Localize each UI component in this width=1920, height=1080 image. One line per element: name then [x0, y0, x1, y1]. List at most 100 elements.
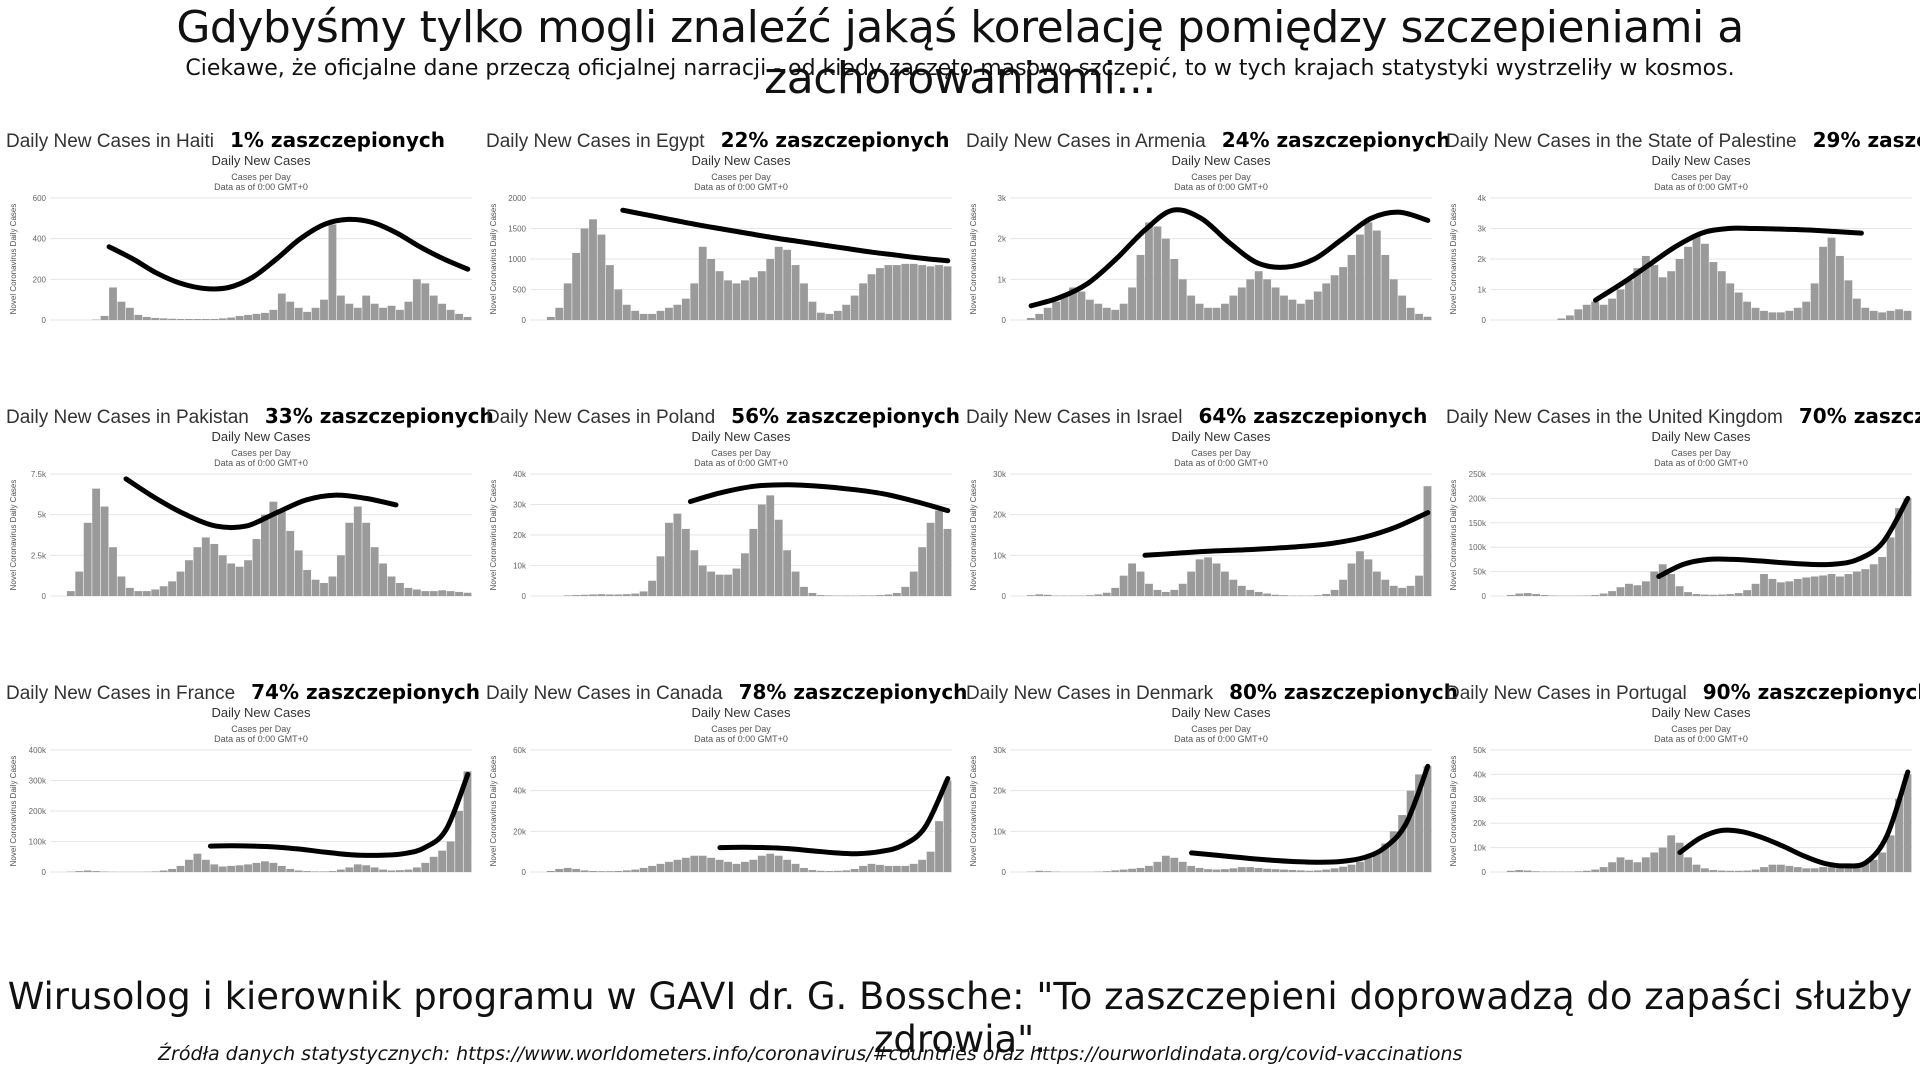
bar — [1372, 851, 1381, 872]
bar — [833, 310, 842, 320]
bar — [1136, 571, 1145, 596]
trend-line — [1593, 225, 1864, 303]
bar — [884, 594, 893, 596]
bar — [151, 871, 160, 872]
bar — [892, 865, 901, 872]
bar — [1263, 279, 1272, 320]
bar — [252, 539, 261, 596]
y-tick-label: 0 — [1002, 868, 1007, 877]
bar — [1565, 315, 1574, 320]
bar — [631, 310, 640, 320]
y-axis-label: Novel Coronavirus Daily Cases — [1449, 480, 1458, 591]
y-tick-label: 2000 — [508, 194, 526, 203]
bar — [859, 283, 867, 320]
bar — [396, 870, 404, 872]
bar — [1161, 855, 1170, 872]
bar — [1827, 574, 1836, 596]
bar — [387, 576, 396, 596]
bar — [1389, 831, 1398, 872]
bar — [311, 579, 320, 596]
y-tick-label: 1k — [1478, 286, 1487, 295]
bar — [732, 568, 741, 596]
bar — [421, 862, 430, 872]
bar — [1102, 307, 1111, 320]
bar — [303, 569, 312, 596]
bar — [1145, 222, 1153, 320]
bar — [1574, 871, 1583, 872]
bar — [1060, 295, 1069, 320]
y-tick-label: 0 — [1002, 316, 1007, 325]
bar — [201, 318, 210, 320]
bar — [1204, 869, 1212, 872]
bar — [446, 591, 455, 596]
bar — [1768, 578, 1777, 596]
chart-header: Daily New Cases in Egypt 22% zaszczepiony… — [486, 128, 949, 153]
bar — [1372, 230, 1381, 320]
trend-line — [1677, 769, 1911, 869]
bar — [1751, 869, 1760, 872]
bar — [1650, 265, 1659, 320]
chart-data-date: Data as of 0:00 GMT+0 — [1654, 182, 1748, 192]
y-tick-label: 30k — [993, 470, 1007, 479]
bar — [1178, 279, 1187, 320]
bar — [328, 871, 337, 872]
bar — [876, 595, 884, 596]
bar — [1271, 287, 1280, 320]
bar — [1280, 869, 1288, 872]
chart-country-label: Daily New Cases in France — [6, 683, 236, 704]
bar — [1085, 299, 1094, 320]
bar — [1625, 280, 1633, 320]
bar — [1625, 859, 1633, 872]
chart-data-date: Data as of 0:00 GMT+0 — [694, 458, 788, 468]
bar — [1364, 559, 1373, 596]
y-axis-label: Novel Coronavirus Daily Cases — [489, 204, 498, 315]
bar — [1810, 576, 1819, 596]
bar — [546, 316, 555, 320]
bar — [774, 246, 783, 320]
y-axis-label: Novel Coronavirus Daily Cases — [9, 756, 18, 867]
trend-line — [1028, 207, 1431, 309]
bar — [1254, 271, 1263, 320]
bar — [800, 867, 808, 872]
bar — [1204, 307, 1212, 320]
bar — [563, 867, 572, 872]
y-tick-label: 5k — [38, 511, 47, 520]
bar — [1793, 578, 1802, 596]
bar — [168, 318, 176, 320]
bar — [555, 868, 564, 872]
bar — [690, 855, 699, 872]
bar — [1802, 868, 1811, 872]
bar — [328, 224, 337, 320]
bar — [1582, 870, 1591, 872]
y-axis-label: Novel Coronavirus Daily Cases — [969, 204, 978, 315]
y-axis-label: Novel Coronavirus Daily Cases — [969, 756, 978, 867]
bar — [698, 246, 707, 320]
y-tick-label: 200k — [1469, 494, 1487, 503]
bar — [698, 565, 707, 596]
bar — [741, 553, 749, 596]
bar — [715, 859, 724, 872]
bar — [850, 868, 859, 872]
bar — [631, 593, 640, 596]
bar — [589, 870, 597, 872]
chart-data-date: Data as of 0:00 GMT+0 — [1654, 734, 1748, 744]
y-tick-label: 0 — [1002, 592, 1007, 601]
chart-data-date: Data as of 0:00 GMT+0 — [1174, 458, 1268, 468]
bar — [783, 550, 792, 596]
bar — [227, 563, 236, 596]
bar — [328, 576, 337, 596]
bar — [1280, 295, 1288, 320]
bar — [639, 313, 648, 320]
y-tick-label: 1500 — [508, 225, 526, 234]
bar — [1221, 303, 1229, 320]
bar — [1684, 857, 1692, 872]
bar — [1035, 870, 1044, 872]
bar — [235, 566, 244, 596]
bar — [1229, 579, 1238, 596]
bar — [210, 318, 219, 320]
bar — [715, 271, 724, 320]
chart-title: Daily New Cases — [692, 705, 791, 720]
